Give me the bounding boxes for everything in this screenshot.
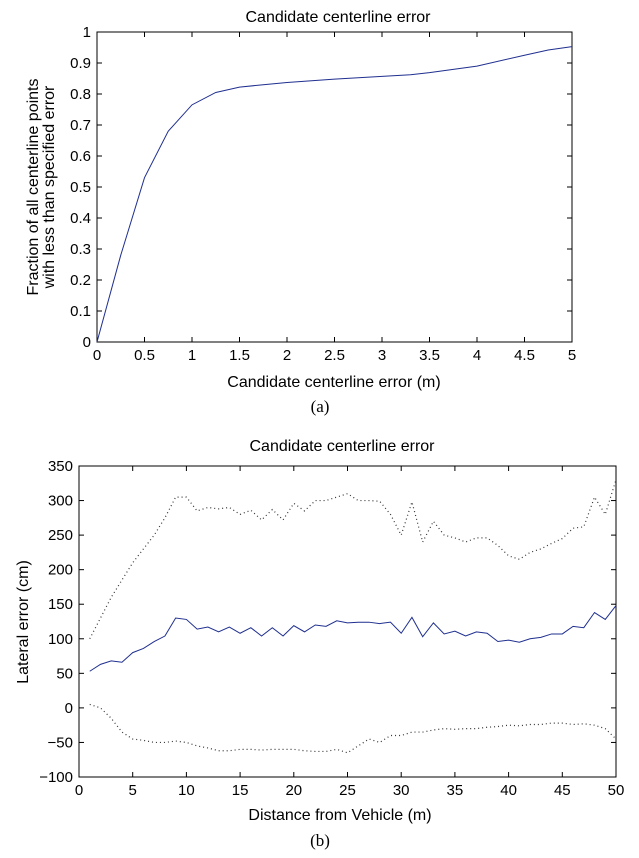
chart-b-y-tick-label: 100 xyxy=(48,631,73,648)
chart-a-x-tick-label: 2 xyxy=(283,347,291,364)
chart-b-series xyxy=(89,479,617,754)
chart-b-x-tick-label: 15 xyxy=(232,782,249,799)
chart-a-y-tick-label: 0.8 xyxy=(70,86,91,103)
chart-b-plot-area xyxy=(78,465,617,778)
chart-b-y-axis-label: Lateral error (cm) xyxy=(15,560,32,684)
chart-a-x-tick-label: 4.5 xyxy=(514,347,535,364)
chart-a-y-tick-label: 0 xyxy=(83,334,91,351)
chart-a-y-axis-label-line-2: with less than specified error xyxy=(41,85,58,289)
chart-b-series-line-1 xyxy=(89,605,617,672)
chart-a-x-tick-label: 3 xyxy=(378,347,386,364)
chart-a-y-tick-label: 0.9 xyxy=(70,55,91,72)
chart-b-x-tick-label: 30 xyxy=(393,782,410,799)
chart-b-caption: (b) xyxy=(310,831,330,850)
chart-a-y-tick-label: 0.1 xyxy=(70,303,91,320)
chart-a-x-tick-label: 0.5 xyxy=(134,347,155,364)
chart-b-y-tick-label: −100 xyxy=(39,769,73,786)
chart-b-x-tick-label: 45 xyxy=(554,782,571,799)
chart-b-series-line-3 xyxy=(89,703,617,754)
chart-a-series-line-1 xyxy=(96,46,573,343)
chart-a-y-tick-label: 1 xyxy=(83,24,91,41)
chart-b-y-tick-label: 250 xyxy=(48,527,73,544)
chart-b-x-tick-label: 20 xyxy=(285,782,302,799)
chart-b-y-tick-label: 50 xyxy=(56,665,73,682)
chart-b-y-tick-label: 350 xyxy=(48,458,73,475)
chart-b-x-ticks: 0 5 10 15 20 25 30 35 40 45 50 xyxy=(75,466,625,799)
chart-b: Candidate centerline error 0 5 10 15 20 25 30 3… xyxy=(15,438,624,850)
chart-a-x-tick-label: 1 xyxy=(188,347,196,364)
chart-a-y-tick-label: 0.7 xyxy=(70,117,91,134)
chart-b-series-line-2 xyxy=(89,479,617,640)
chart-a-x-tick-label: 3.5 xyxy=(419,347,440,364)
chart-b-x-tick-label: 25 xyxy=(339,782,356,799)
chart-a-title: Candidate centerline error xyxy=(246,9,432,26)
chart-a-x-ticks: 0 0.5 1 1.5 2 2.5 3 3.5 4 4.5 5 xyxy=(93,32,576,364)
chart-a-series xyxy=(96,46,573,343)
chart-b-y-ticks: −100 −50 0 50 100 150 200 250 300 350 xyxy=(39,458,616,786)
chart-b-title: Candidate centerline error xyxy=(250,438,436,455)
chart-a-x-tick-label: 1.5 xyxy=(229,347,250,364)
chart-a-y-axis-label-line-1: Fraction of all centerline points xyxy=(25,79,42,296)
chart-a: Candidate centerline error 0 0.5 1 1.5 2 2.5 3… xyxy=(25,9,576,416)
chart-a-x-tick-label: 2.5 xyxy=(324,347,345,364)
chart-a-x-tick-label: 4 xyxy=(473,347,481,364)
chart-a-x-tick-label: 0 xyxy=(93,347,101,364)
chart-b-y-tick-label: 150 xyxy=(48,596,73,613)
chart-b-x-axis-label: Distance from Vehicle (m) xyxy=(248,807,431,824)
chart-a-y-tick-label: 0.5 xyxy=(70,179,91,196)
chart-b-x-tick-label: 40 xyxy=(500,782,517,799)
chart-a-x-axis-label: Candidate centerline error (m) xyxy=(227,374,440,391)
chart-b-x-tick-label: 0 xyxy=(75,782,83,799)
chart-a-x-tick-label: 5 xyxy=(568,347,576,364)
chart-a-y-ticks: 0 0.1 0.2 0.3 0.4 0.5 0.6 0.7 0.8 0.9 1 xyxy=(70,24,572,351)
chart-b-y-tick-label: 200 xyxy=(48,562,73,579)
chart-a-caption: (a) xyxy=(311,397,330,416)
chart-b-x-tick-label: 50 xyxy=(608,782,625,799)
chart-b-x-tick-label: 5 xyxy=(129,782,137,799)
chart-a-y-tick-label: 0.3 xyxy=(70,241,91,258)
chart-b-x-tick-label: 10 xyxy=(178,782,195,799)
chart-a-y-tick-label: 0.2 xyxy=(70,272,91,289)
chart-b-y-tick-label: 0 xyxy=(65,700,73,717)
chart-a-y-tick-label: 0.4 xyxy=(70,210,91,227)
chart-a-y-tick-label: 0.6 xyxy=(70,148,91,165)
chart-a-plot-area xyxy=(96,31,573,343)
chart-b-y-tick-label: −50 xyxy=(48,734,73,751)
chart-b-x-tick-label: 35 xyxy=(447,782,464,799)
chart-b-y-tick-label: 300 xyxy=(48,493,73,510)
